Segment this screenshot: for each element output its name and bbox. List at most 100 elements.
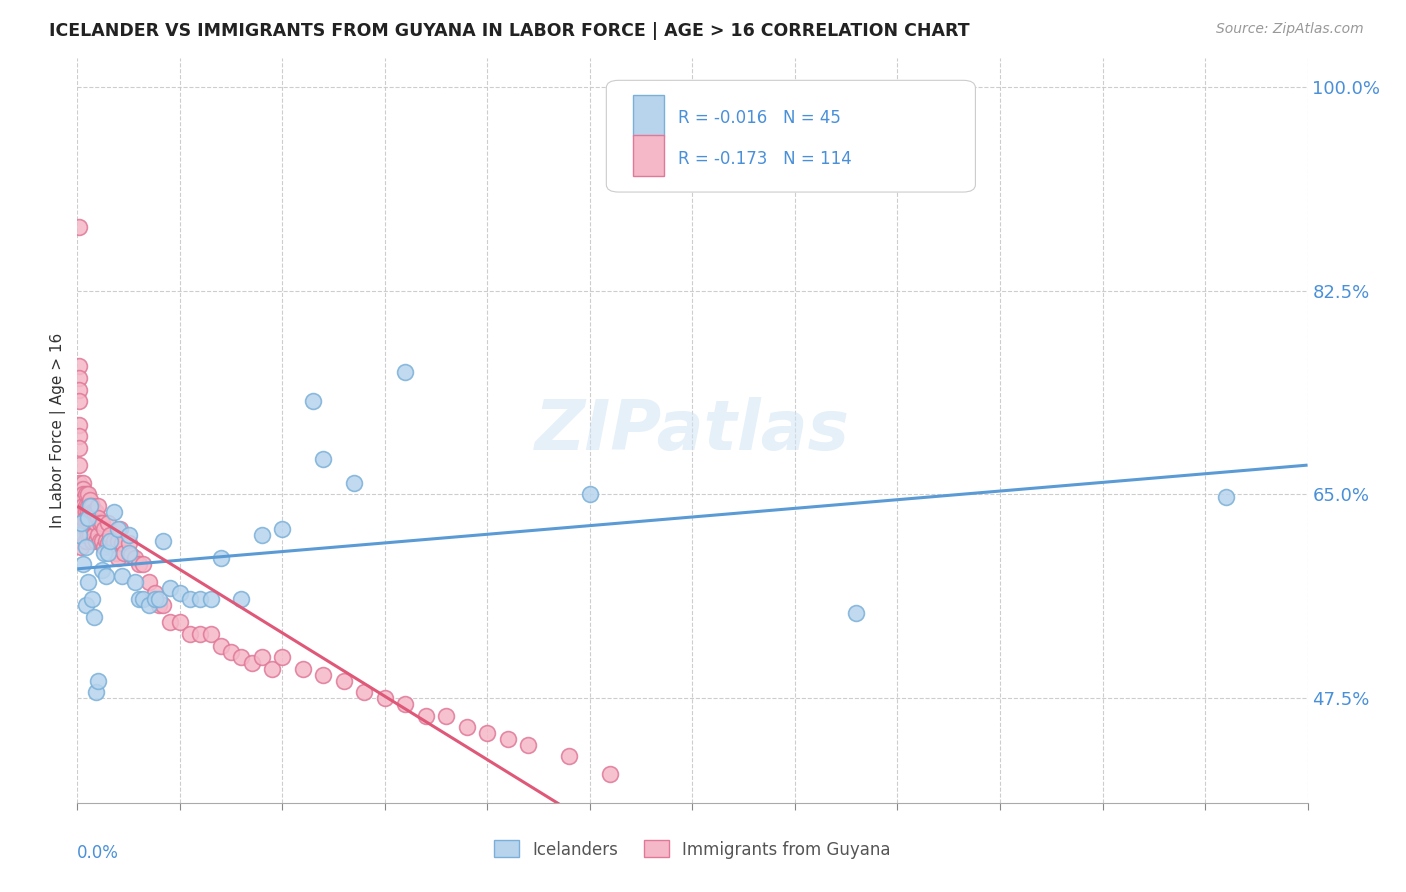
Point [79,516,101,531]
Point [67,429,90,443]
Point [76,499,98,513]
Point [70,528,93,542]
Point [75,540,97,554]
Point [80,592,103,607]
Point [72,482,94,496]
Point [83,528,105,542]
Point [143,586,166,600]
Point [79,493,101,508]
Point [394,697,416,711]
Point [124,574,146,589]
Point [84,516,107,531]
Point [76,510,98,524]
Point [67,458,90,473]
Point [67,383,90,397]
Point [90,533,114,548]
Point [72,487,94,501]
Text: ZIPatlas: ZIPatlas [534,397,851,464]
Point [456,720,478,734]
Point [107,533,129,548]
Point [148,592,170,607]
Point [845,606,868,620]
Point [343,475,366,490]
Point [67,359,90,374]
Point [83,609,105,624]
Point [67,441,90,455]
Point [120,548,142,562]
Point [477,726,499,740]
Point [138,574,160,589]
Point [117,528,139,542]
Point [72,493,94,508]
Point [76,510,98,524]
Point [250,650,273,665]
Point [70,493,93,508]
Point [67,371,90,385]
Point [169,586,191,600]
Point [87,499,110,513]
Point [152,598,174,612]
Point [105,545,128,559]
Point [80,533,103,548]
Point [107,522,129,536]
Point [188,627,212,641]
Point [75,510,97,524]
Point [231,650,253,665]
Point [152,533,174,548]
Point [76,574,98,589]
Point [79,505,101,519]
Point [558,749,581,764]
Point [67,417,90,432]
Point [72,516,94,531]
Point [90,563,114,577]
Point [89,516,111,531]
Point [103,505,125,519]
Point [159,581,181,595]
Point [72,558,94,572]
Point [179,627,201,641]
Point [517,738,540,752]
Point [90,516,114,531]
Point [291,662,314,676]
Point [70,516,93,531]
Point [219,644,242,658]
Point [70,516,93,531]
Point [97,545,120,559]
Point [94,569,117,583]
Text: ICELANDER VS IMMIGRANTS FROM GUYANA IN LABOR FORCE | AGE > 16 CORRELATION CHART: ICELANDER VS IMMIGRANTS FROM GUYANA IN L… [49,22,970,40]
Point [75,487,97,501]
Point [80,516,103,531]
Point [70,482,93,496]
Point [374,691,396,706]
Point [80,499,103,513]
Point [75,499,97,513]
Point [70,540,93,554]
Point [103,533,125,548]
Point [70,487,93,501]
Point [75,516,97,531]
Point [76,505,98,519]
Point [93,545,115,559]
Point [67,475,90,490]
Point [117,545,139,559]
Point [75,505,97,519]
Point [83,505,105,519]
Point [70,499,93,513]
Point [117,536,139,550]
Point [179,592,201,607]
Point [262,662,284,676]
Point [76,516,98,531]
Point [84,533,107,548]
Point [87,673,110,688]
Point [240,656,263,670]
Point [89,533,111,548]
Point [200,592,222,607]
Point [79,499,101,513]
Point [231,592,253,607]
Y-axis label: In Labor Force | Age > 16: In Labor Force | Age > 16 [51,333,66,528]
Point [148,598,170,612]
Point [70,522,93,536]
Point [93,522,115,536]
Point [110,522,132,536]
Point [94,533,117,548]
